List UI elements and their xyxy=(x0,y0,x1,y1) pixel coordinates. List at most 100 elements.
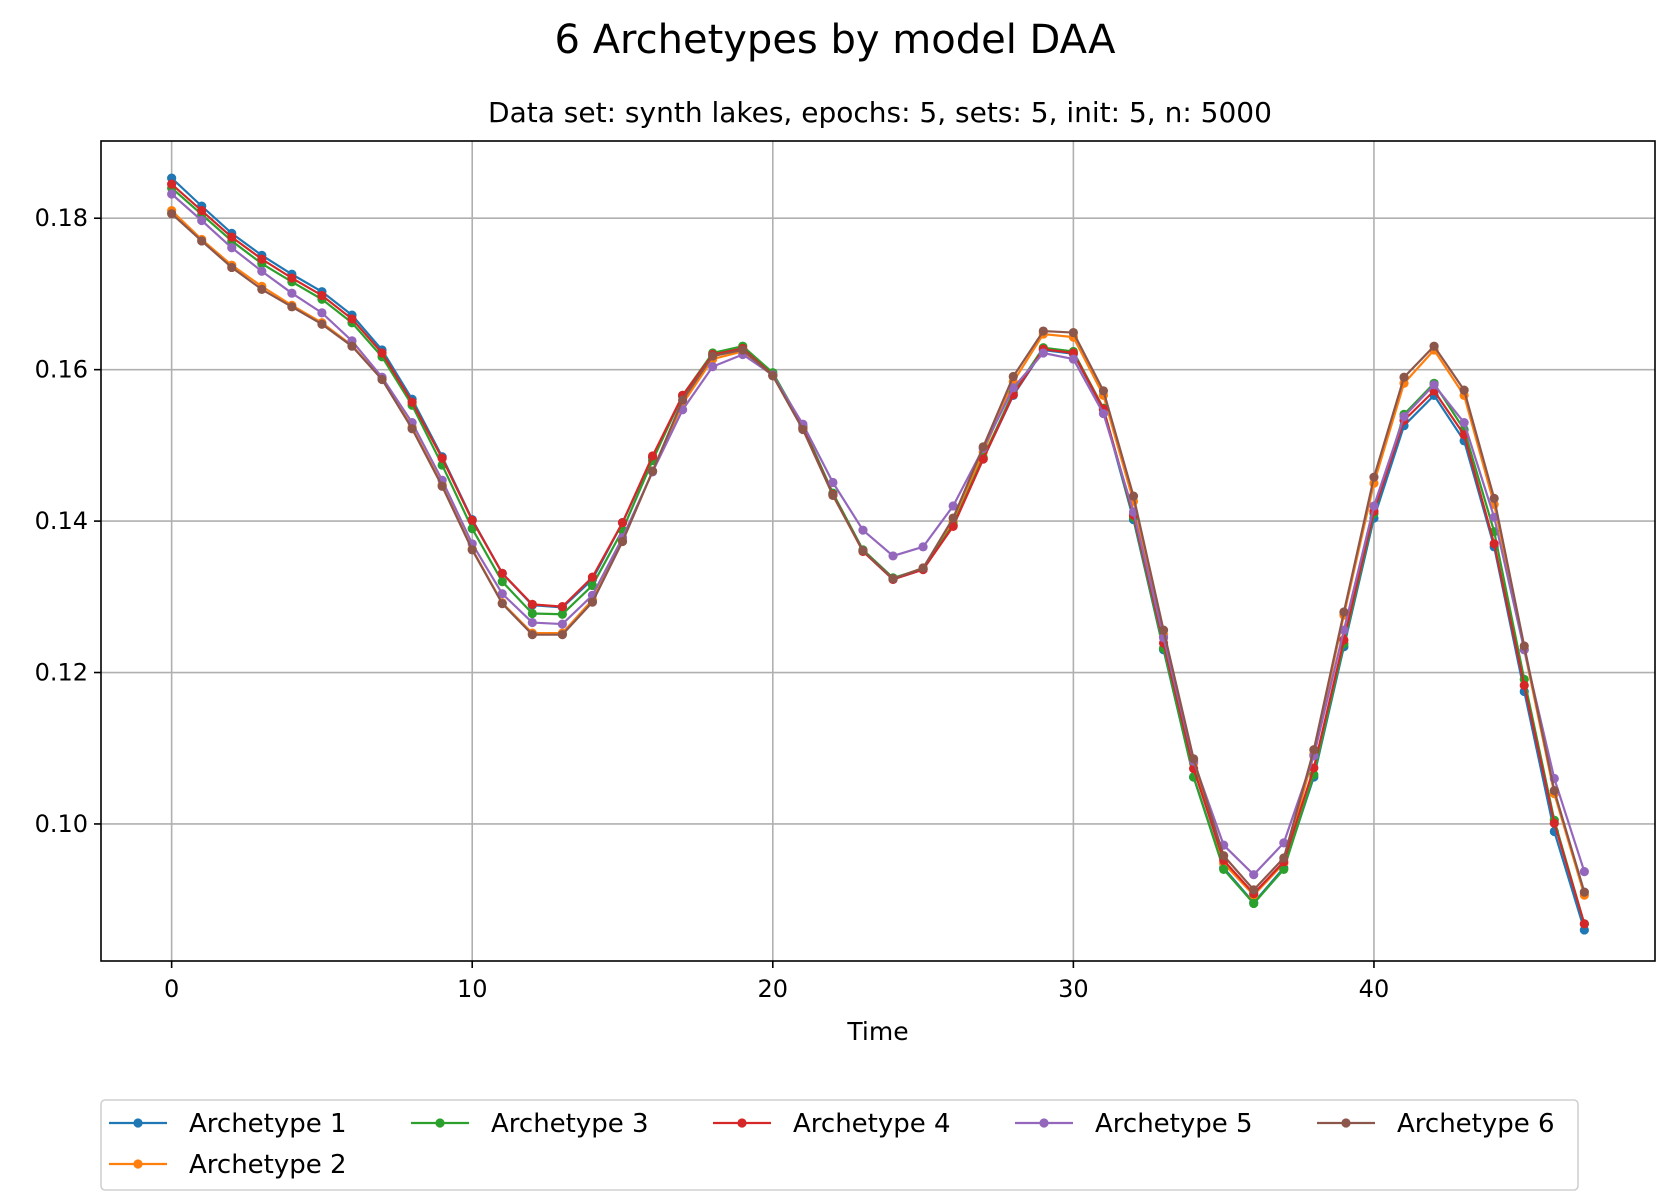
chart-title: 6 Archetypes by model DAA xyxy=(555,17,1117,63)
series-line xyxy=(170,209,1586,897)
data-point xyxy=(467,545,477,555)
data-point xyxy=(527,630,537,640)
data-point xyxy=(497,589,507,599)
data-point xyxy=(647,451,658,461)
data-point xyxy=(1459,418,1469,428)
legend-item: Archetype 4 xyxy=(713,1109,951,1139)
data-point xyxy=(798,424,808,435)
data-point xyxy=(347,341,357,351)
plot-area-frame xyxy=(100,140,1656,962)
legend-item: Archetype 2 xyxy=(109,1150,347,1180)
data-point xyxy=(1579,919,1589,929)
data-point xyxy=(617,536,628,547)
y-tick-label: 0.10 xyxy=(35,810,88,838)
y-tick-label: 0.14 xyxy=(35,507,88,535)
data-point xyxy=(1339,607,1349,617)
legend-item: Archetype 1 xyxy=(109,1109,347,1139)
data-point xyxy=(1008,383,1018,393)
legend-marker xyxy=(1039,1118,1049,1128)
data-point xyxy=(858,546,868,556)
data-point xyxy=(1189,754,1199,764)
data-point xyxy=(1249,885,1259,895)
legend-frame xyxy=(100,1099,1579,1191)
data-point xyxy=(557,630,567,640)
data-point xyxy=(858,525,868,535)
data-point xyxy=(1369,472,1379,482)
data-point xyxy=(527,617,537,628)
data-point xyxy=(497,568,507,578)
data-point xyxy=(407,424,417,434)
y-ticks: 0.10 0.12 0.14 0.16 0.18 xyxy=(35,204,101,838)
data-point xyxy=(828,477,838,488)
data-point xyxy=(407,397,417,407)
data-point xyxy=(347,314,357,324)
data-point xyxy=(647,466,658,476)
data-point xyxy=(888,551,898,561)
series-4 xyxy=(167,179,1589,929)
x-tick-label: 40 xyxy=(1359,975,1390,1003)
data-point xyxy=(978,454,988,464)
legend-label: Archetype 4 xyxy=(793,1109,951,1139)
data-point xyxy=(317,319,327,329)
series-line xyxy=(170,193,1586,876)
data-point xyxy=(1249,898,1259,909)
data-point xyxy=(1158,625,1169,635)
data-point xyxy=(918,542,928,552)
series-line xyxy=(170,177,1586,931)
data-point xyxy=(227,243,237,253)
data-point xyxy=(377,374,387,385)
data-point xyxy=(197,236,207,246)
data-point xyxy=(437,481,447,491)
data-point xyxy=(377,348,387,358)
data-point xyxy=(1489,539,1499,549)
series-line xyxy=(170,212,1586,893)
data-point xyxy=(1549,786,1559,796)
data-point xyxy=(978,442,988,452)
data-point xyxy=(257,254,267,264)
data-point xyxy=(1038,348,1048,358)
data-point xyxy=(167,189,177,199)
x-tick-label: 0 xyxy=(164,975,179,1003)
series-1 xyxy=(167,173,1589,935)
data-point xyxy=(467,515,477,525)
data-point xyxy=(948,501,958,511)
data-point xyxy=(1399,372,1409,382)
data-point xyxy=(1279,853,1289,863)
data-point xyxy=(1579,867,1589,877)
data-point xyxy=(1249,870,1259,880)
data-point xyxy=(1219,864,1229,874)
data-point xyxy=(1098,386,1109,396)
series-layer xyxy=(167,173,1589,935)
data-point xyxy=(1038,326,1048,336)
data-point xyxy=(557,602,567,612)
x-tick-label: 10 xyxy=(457,975,488,1003)
x-ticks: 0 10 20 30 40 xyxy=(164,961,1389,1003)
data-point xyxy=(437,453,447,463)
data-point xyxy=(527,599,537,609)
data-point xyxy=(1459,385,1469,395)
data-point xyxy=(497,577,507,587)
series-line xyxy=(170,183,1586,925)
legend-label: Archetype 2 xyxy=(189,1150,347,1180)
data-point xyxy=(1339,625,1349,635)
data-point xyxy=(227,232,237,242)
data-point xyxy=(1279,864,1289,874)
chart-subtitle: Data set: synth lakes, epochs: 5, sets: … xyxy=(488,96,1272,129)
data-point xyxy=(1219,851,1229,861)
data-point xyxy=(1068,354,1078,364)
data-point xyxy=(257,266,267,276)
series-2 xyxy=(167,206,1589,900)
x-axis-label: Time xyxy=(846,1017,908,1046)
data-point xyxy=(918,563,928,573)
legend-marker xyxy=(435,1118,445,1128)
data-point xyxy=(167,209,177,219)
y-tick-label: 0.18 xyxy=(35,204,88,232)
legend-label: Archetype 1 xyxy=(189,1109,347,1139)
data-point xyxy=(738,345,748,355)
data-point xyxy=(1279,838,1289,848)
legend-item: Archetype 5 xyxy=(1015,1109,1253,1139)
data-point xyxy=(317,290,327,301)
data-point xyxy=(1429,341,1439,351)
data-point xyxy=(287,288,297,298)
